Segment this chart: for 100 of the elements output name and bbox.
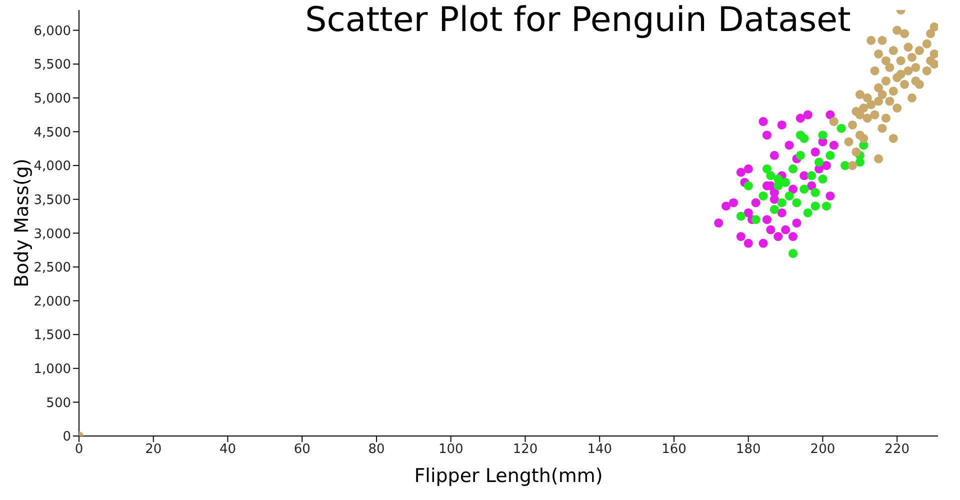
point xyxy=(826,191,835,200)
point xyxy=(888,46,898,56)
point xyxy=(907,52,916,62)
point xyxy=(810,202,820,211)
point xyxy=(744,164,753,174)
point xyxy=(829,140,838,150)
point xyxy=(826,150,835,160)
point xyxy=(796,130,805,140)
y-tick-label: 3,000 xyxy=(34,226,71,242)
point xyxy=(930,22,938,32)
point xyxy=(926,29,936,38)
point xyxy=(930,60,938,69)
point xyxy=(803,208,812,218)
y-tick-label: 2,500 xyxy=(34,260,71,276)
x-tick-label: 180 xyxy=(736,442,761,458)
point xyxy=(762,130,772,140)
point xyxy=(736,168,746,177)
point xyxy=(874,49,884,58)
point xyxy=(907,93,916,102)
point xyxy=(758,238,768,248)
point xyxy=(796,150,805,160)
y-tick-label: 5,000 xyxy=(34,92,71,107)
point xyxy=(878,36,887,45)
point xyxy=(855,90,864,100)
point xyxy=(914,46,924,56)
point xyxy=(792,218,802,228)
point xyxy=(874,96,884,106)
point xyxy=(836,124,846,133)
y-tick-label: 2,000 xyxy=(34,294,71,310)
point xyxy=(881,114,890,123)
point xyxy=(788,232,798,242)
point xyxy=(784,140,794,150)
point xyxy=(862,114,872,123)
x-tick-label: 220 xyxy=(884,442,910,458)
point xyxy=(914,80,924,89)
point xyxy=(736,212,746,221)
point xyxy=(800,171,809,180)
x-tick-label: 20 xyxy=(145,442,162,458)
point xyxy=(807,181,816,190)
y-tick-label: 1,000 xyxy=(34,362,71,377)
point xyxy=(774,232,783,242)
point xyxy=(904,66,913,76)
x-tick-label: 60 xyxy=(294,442,310,458)
point xyxy=(788,164,798,174)
point xyxy=(722,202,731,211)
point xyxy=(904,42,913,52)
point xyxy=(866,100,876,110)
point xyxy=(781,225,790,234)
point xyxy=(822,202,831,211)
point xyxy=(788,248,798,258)
x-axis-title: Flipper Length(mm) xyxy=(414,465,603,487)
x-tick-label: 40 xyxy=(219,442,236,458)
point xyxy=(848,161,857,170)
point xyxy=(852,147,861,157)
point xyxy=(888,134,898,143)
point xyxy=(770,204,779,214)
chart-title: Scatter Plot for Penguin Dataset xyxy=(304,0,852,40)
y-tick-label: 500 xyxy=(46,396,71,411)
point xyxy=(870,66,880,76)
point xyxy=(922,66,932,76)
point xyxy=(892,26,902,35)
point xyxy=(848,120,857,130)
point xyxy=(736,232,746,242)
point xyxy=(744,238,753,248)
y-tick-label: 3,500 xyxy=(34,192,71,208)
point xyxy=(800,184,809,194)
point xyxy=(728,198,738,208)
point xyxy=(777,208,786,218)
x-tick-label: 100 xyxy=(438,442,464,458)
point xyxy=(762,164,772,174)
point xyxy=(807,171,816,180)
point xyxy=(796,114,805,123)
point xyxy=(751,215,760,224)
point xyxy=(896,70,906,79)
point xyxy=(892,104,902,113)
point xyxy=(844,137,854,146)
point xyxy=(881,76,890,86)
point xyxy=(885,62,894,72)
point xyxy=(885,96,894,106)
point xyxy=(781,178,790,187)
point xyxy=(862,93,872,102)
point xyxy=(784,191,794,200)
point xyxy=(758,191,768,200)
point xyxy=(859,134,868,143)
point xyxy=(744,181,753,190)
x-tick-label: 120 xyxy=(512,442,538,458)
y-tick-label: 5,500 xyxy=(34,58,71,73)
point xyxy=(762,215,772,224)
point xyxy=(792,198,802,208)
point xyxy=(922,39,932,48)
x-tick-label: 0 xyxy=(74,442,84,458)
point xyxy=(859,104,868,113)
point xyxy=(888,86,898,96)
x-tick-label: 80 xyxy=(368,442,385,458)
point xyxy=(744,208,753,218)
y-tick-label: 4,500 xyxy=(34,125,71,140)
point xyxy=(818,130,828,140)
point xyxy=(810,188,820,198)
point xyxy=(881,56,890,66)
point xyxy=(788,184,798,194)
